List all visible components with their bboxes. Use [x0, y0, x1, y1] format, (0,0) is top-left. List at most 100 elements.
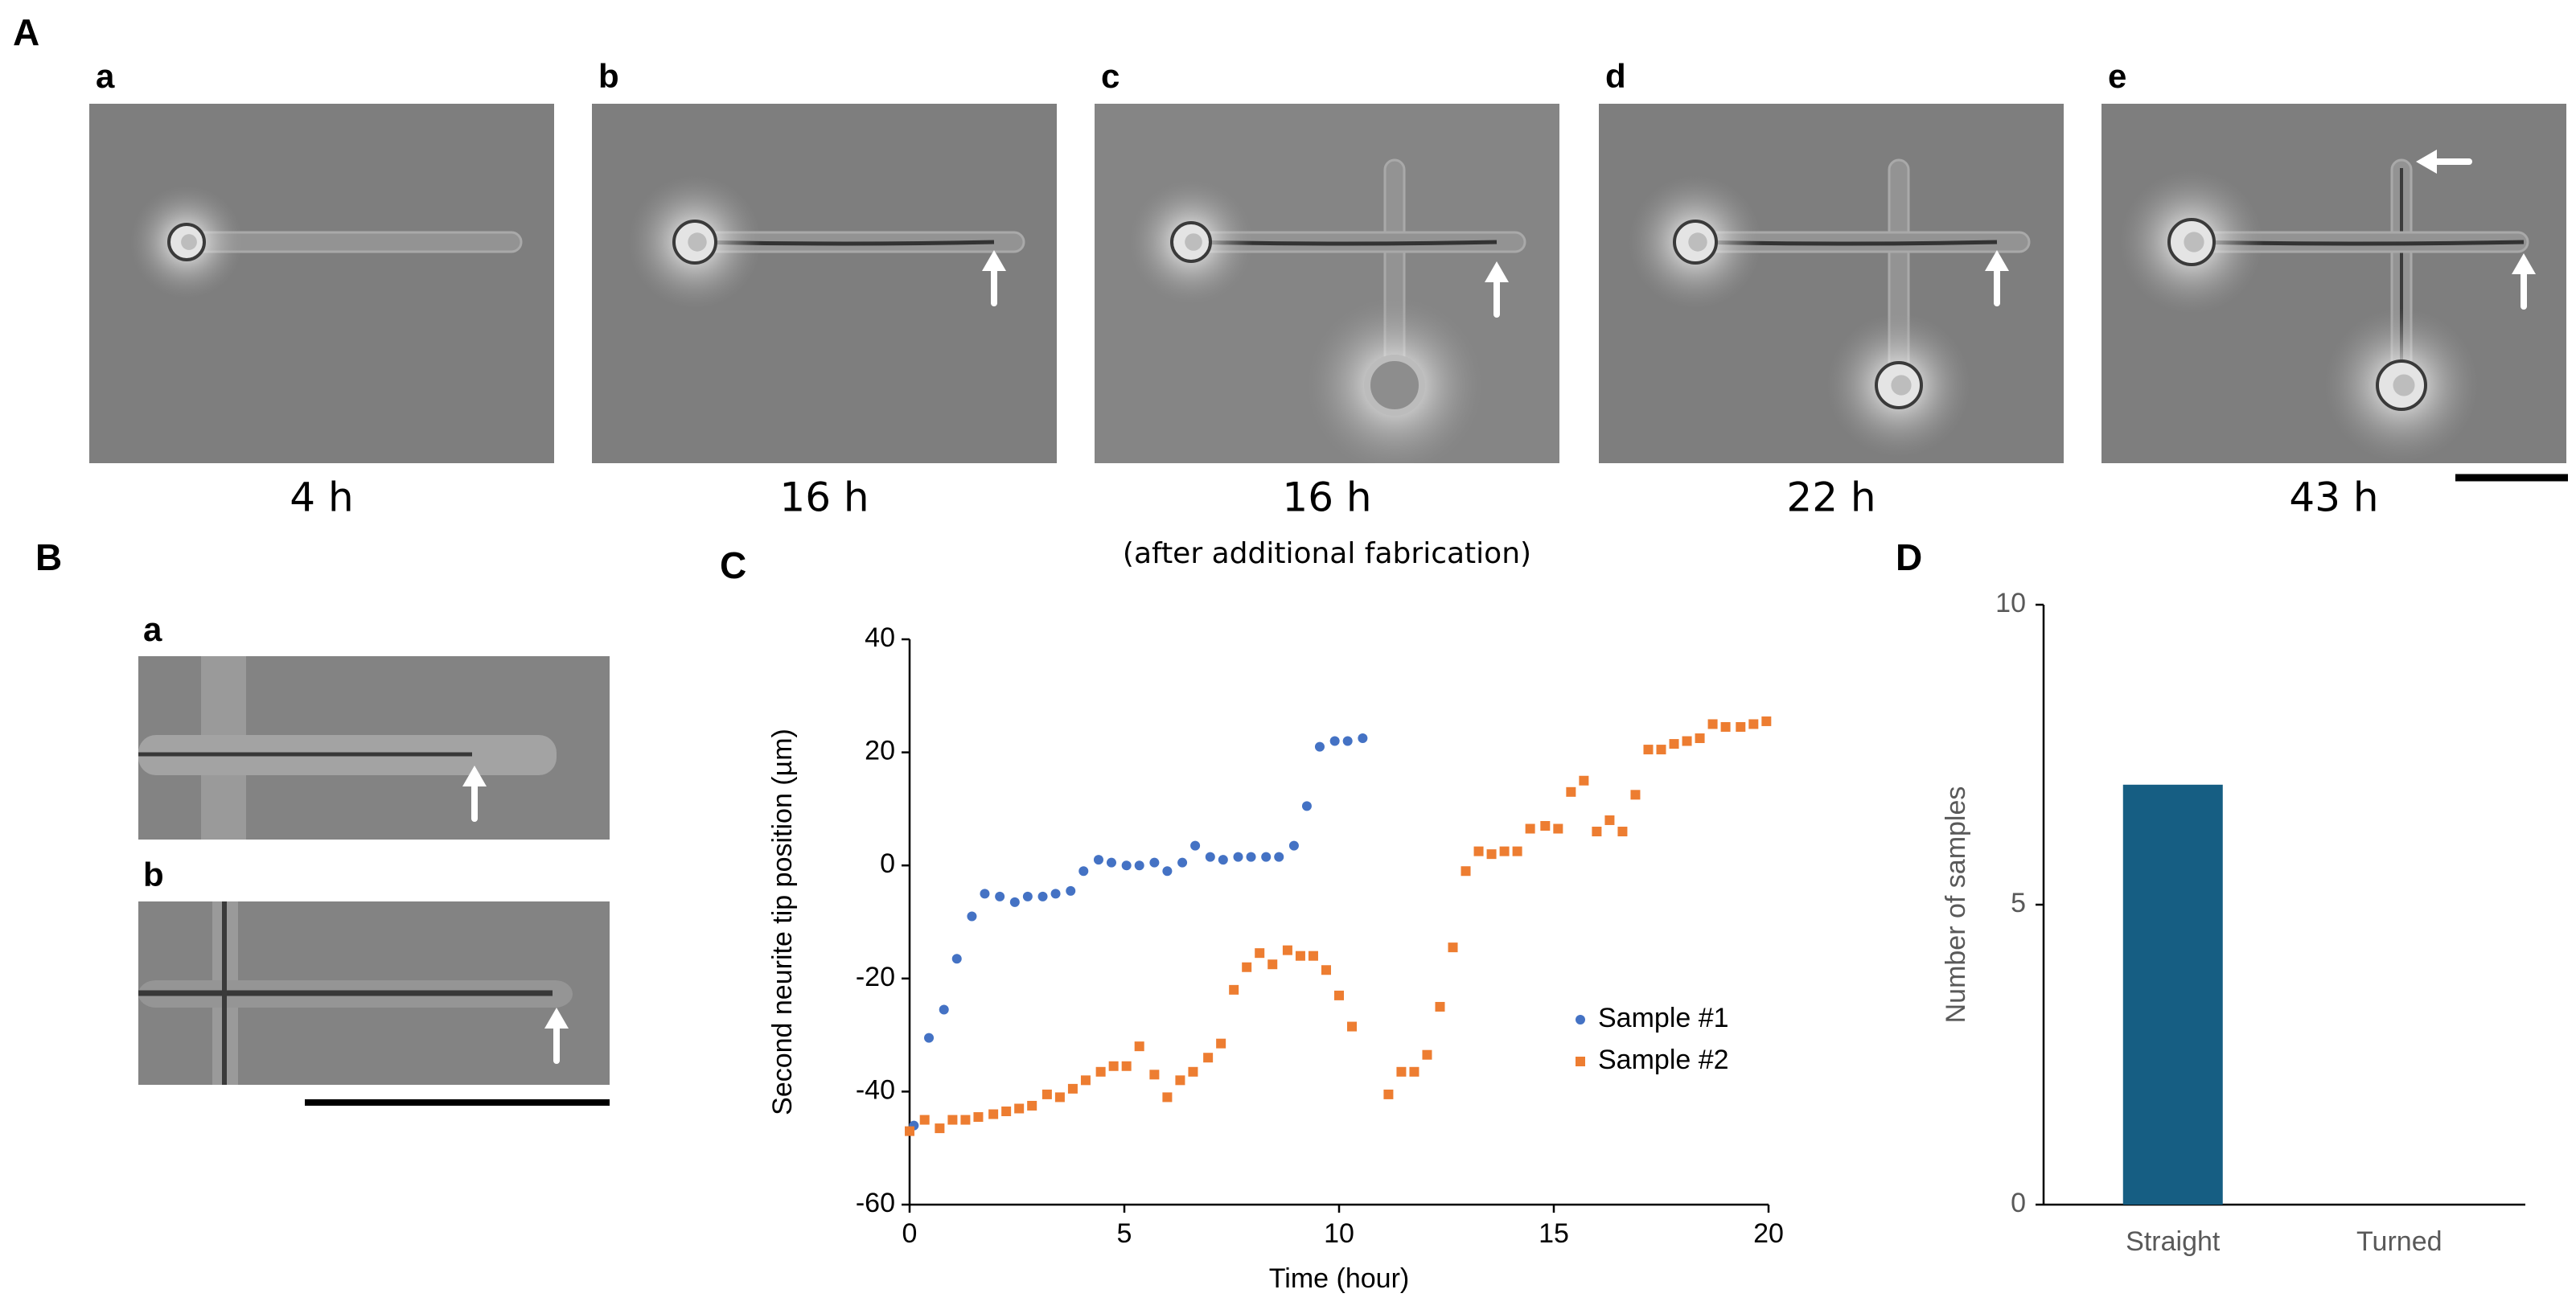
arrow-head [1985, 250, 2009, 271]
point [1748, 719, 1759, 729]
arrow-head [462, 766, 487, 786]
point [1095, 1066, 1106, 1077]
point [1233, 852, 1243, 862]
point [1022, 891, 1033, 901]
point [1242, 962, 1252, 972]
point [1162, 866, 1173, 877]
arrow-head [2512, 253, 2536, 274]
panel-label: A [13, 11, 39, 53]
y-axis-label: Second neurite tip position (µm) [767, 729, 798, 1115]
y-tick-label: -20 [856, 962, 895, 992]
point [1001, 1107, 1012, 1117]
nucleus [2393, 374, 2415, 396]
point [1295, 951, 1305, 961]
y-tick-label: 5 [2011, 888, 2026, 918]
point [1643, 745, 1654, 755]
point [1267, 959, 1278, 970]
nucleus [2184, 232, 2204, 253]
image-label: c [1101, 57, 1120, 95]
point [1358, 733, 1368, 744]
x-tick-label: 0 [902, 1218, 918, 1249]
point [1106, 857, 1116, 868]
point [1736, 721, 1746, 732]
nucleus [1185, 233, 1202, 251]
point [1383, 1089, 1394, 1099]
x-tick-label: Straight [2126, 1226, 2221, 1257]
x-tick-label: 20 [1753, 1218, 1784, 1249]
legend-label: Sample #2 [1598, 1045, 1729, 1075]
arrow-head [544, 1008, 569, 1029]
point [1216, 1038, 1226, 1049]
point [1308, 951, 1318, 961]
point [1461, 866, 1471, 877]
time-caption: 22 h [1786, 474, 1876, 521]
well [1364, 355, 1425, 416]
point [1066, 885, 1076, 896]
point [1396, 1066, 1407, 1077]
point [988, 1109, 999, 1119]
point [1604, 815, 1615, 825]
point [1656, 745, 1666, 755]
point [1134, 1041, 1144, 1052]
time-caption: 16 h [779, 474, 869, 521]
point [1041, 1089, 1052, 1099]
point [1342, 736, 1353, 746]
point [1080, 1075, 1091, 1086]
micrograph [1095, 104, 1559, 463]
point [1050, 889, 1061, 899]
x-tick-label: 10 [1324, 1218, 1354, 1249]
legend-marker [1576, 1015, 1585, 1025]
point [1121, 860, 1132, 871]
point [1566, 786, 1576, 797]
point [919, 1115, 930, 1125]
point [1525, 823, 1535, 834]
x-tick-label: Turned [2356, 1226, 2442, 1257]
point [1203, 1053, 1214, 1063]
point [1592, 827, 1602, 837]
point [1190, 840, 1201, 851]
y-tick-label: 0 [2011, 1188, 2026, 1218]
point [1448, 942, 1458, 953]
point [1329, 736, 1340, 746]
point [1630, 790, 1641, 800]
point [973, 1112, 984, 1123]
point [935, 1123, 945, 1134]
point [1149, 857, 1160, 868]
point [1512, 846, 1522, 856]
point [980, 889, 990, 899]
bar [2122, 784, 2223, 1205]
nucleus [1688, 232, 1707, 252]
image-label: a [96, 57, 115, 95]
point [1037, 891, 1048, 901]
point [1261, 852, 1272, 862]
point [1009, 897, 1020, 907]
micrograph [89, 104, 554, 463]
micrograph [138, 656, 610, 840]
image-label: b [143, 856, 164, 893]
point [1027, 1100, 1037, 1111]
point [1149, 1070, 1160, 1080]
point [1540, 820, 1551, 831]
image-label: d [1605, 57, 1626, 95]
caption-note: (after additional fabrication) [1123, 537, 1531, 570]
point [995, 891, 1005, 901]
legend-label: Sample #1 [1598, 1003, 1729, 1033]
point [1473, 846, 1484, 856]
nucleus [181, 234, 197, 250]
point [1078, 866, 1089, 877]
point [1707, 719, 1718, 729]
point [905, 1126, 914, 1136]
panel-label: D [1896, 536, 1922, 578]
point [1108, 1061, 1119, 1071]
x-tick-label: 15 [1539, 1218, 1569, 1249]
micrograph [592, 104, 1057, 463]
arrow-head [982, 250, 1006, 271]
point [1720, 721, 1731, 732]
point [1054, 1092, 1065, 1103]
nucleus [688, 232, 707, 252]
point [1014, 1103, 1025, 1114]
point [1486, 849, 1497, 860]
time-caption: 4 h [290, 474, 353, 521]
